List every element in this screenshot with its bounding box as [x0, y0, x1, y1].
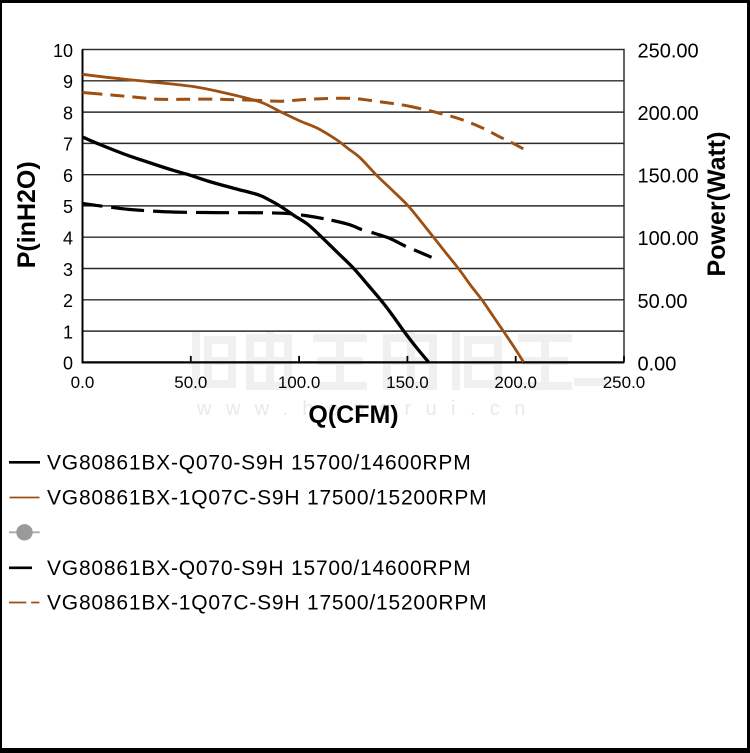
svg-text:Q(CFM): Q(CFM): [308, 401, 398, 429]
svg-text:1: 1: [63, 322, 73, 342]
svg-text:250.00: 250.00: [638, 41, 699, 63]
svg-text:www.hengrui.cn: www.hengrui.cn: [196, 398, 540, 420]
svg-text:0.0: 0.0: [71, 373, 95, 392]
svg-text:5: 5: [63, 197, 73, 217]
svg-text:10: 10: [53, 41, 73, 61]
svg-text:P(inH2O): P(inH2O): [13, 161, 41, 268]
svg-text:4: 4: [63, 229, 73, 249]
svg-text:250.0: 250.0: [603, 373, 646, 392]
svg-text:100.0: 100.0: [278, 373, 321, 392]
svg-text:100.00: 100.00: [638, 228, 699, 250]
svg-text:VG80861BX-Q070-S9H 15700/14600: VG80861BX-Q070-S9H 15700/14600RPM: [47, 557, 472, 580]
svg-text:9: 9: [63, 72, 73, 92]
svg-text:VG80861BX-1Q07C-S9H 17500/1520: VG80861BX-1Q07C-S9H 17500/15200RPM: [47, 487, 487, 510]
svg-text:150.00: 150.00: [638, 166, 699, 188]
svg-text:200.00: 200.00: [638, 103, 699, 125]
svg-text:50.0: 50.0: [174, 373, 207, 392]
svg-text:2: 2: [63, 291, 73, 311]
svg-text:7: 7: [63, 135, 73, 155]
svg-text:Power(Watt): Power(Watt): [703, 132, 731, 277]
svg-text:0.00: 0.00: [638, 353, 677, 375]
svg-text:50.00: 50.00: [638, 291, 688, 313]
svg-text:VG80861BX-1Q07C-S9H 17500/1520: VG80861BX-1Q07C-S9H 17500/15200RPM: [47, 592, 487, 615]
svg-text:0: 0: [63, 354, 73, 374]
svg-text:8: 8: [63, 103, 73, 123]
svg-text:VG80861BX-Q070-S9H 15700/14600: VG80861BX-Q070-S9H 15700/14600RPM: [47, 451, 472, 474]
svg-text:6: 6: [63, 166, 73, 186]
svg-text:3: 3: [63, 260, 73, 280]
svg-text:200.0: 200.0: [494, 373, 537, 392]
svg-text:150.0: 150.0: [386, 373, 429, 392]
